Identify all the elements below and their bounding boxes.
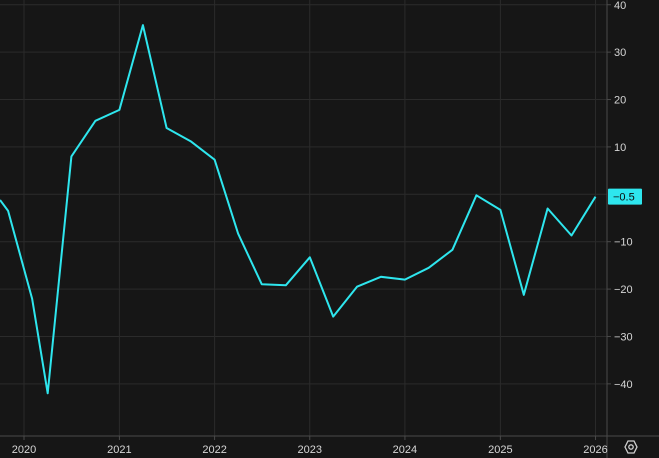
y-tick-label: −20	[614, 284, 633, 296]
y-tick-label: −30	[614, 331, 633, 343]
series-line	[0, 24, 597, 395]
y-tick-labels: 40 30 20 10 −10 −20 −30 −40	[614, 0, 633, 391]
y-tick-label: 30	[614, 47, 626, 59]
x-tick-label: 2025	[488, 444, 512, 456]
last-value-label: −0.5	[613, 192, 635, 204]
y-tick-label: −40	[614, 379, 633, 391]
y-tick-label: 10	[614, 142, 626, 154]
chart-settings-button[interactable]	[616, 436, 646, 458]
x-tick-label: 2021	[107, 444, 131, 456]
x-tick-labels: 2020 2021 2022 2023 2024 2025 2026	[12, 444, 608, 456]
x-tick-label: 2024	[393, 444, 417, 456]
y-tick-label: 20	[614, 95, 626, 107]
y-tick-label: −10	[614, 237, 633, 249]
series-layer	[0, 24, 597, 395]
y-tick-label: 40	[614, 0, 626, 12]
last-value-marker: −0.5	[608, 188, 642, 205]
gear-icon	[624, 440, 638, 454]
grid-lines	[0, 0, 607, 436]
x-tick-label: 2023	[298, 444, 322, 456]
last-value-badge	[608, 188, 642, 205]
x-tick-label: 2020	[12, 444, 36, 456]
x-tick-label: 2026	[583, 444, 607, 456]
x-tick-label: 2022	[202, 444, 226, 456]
